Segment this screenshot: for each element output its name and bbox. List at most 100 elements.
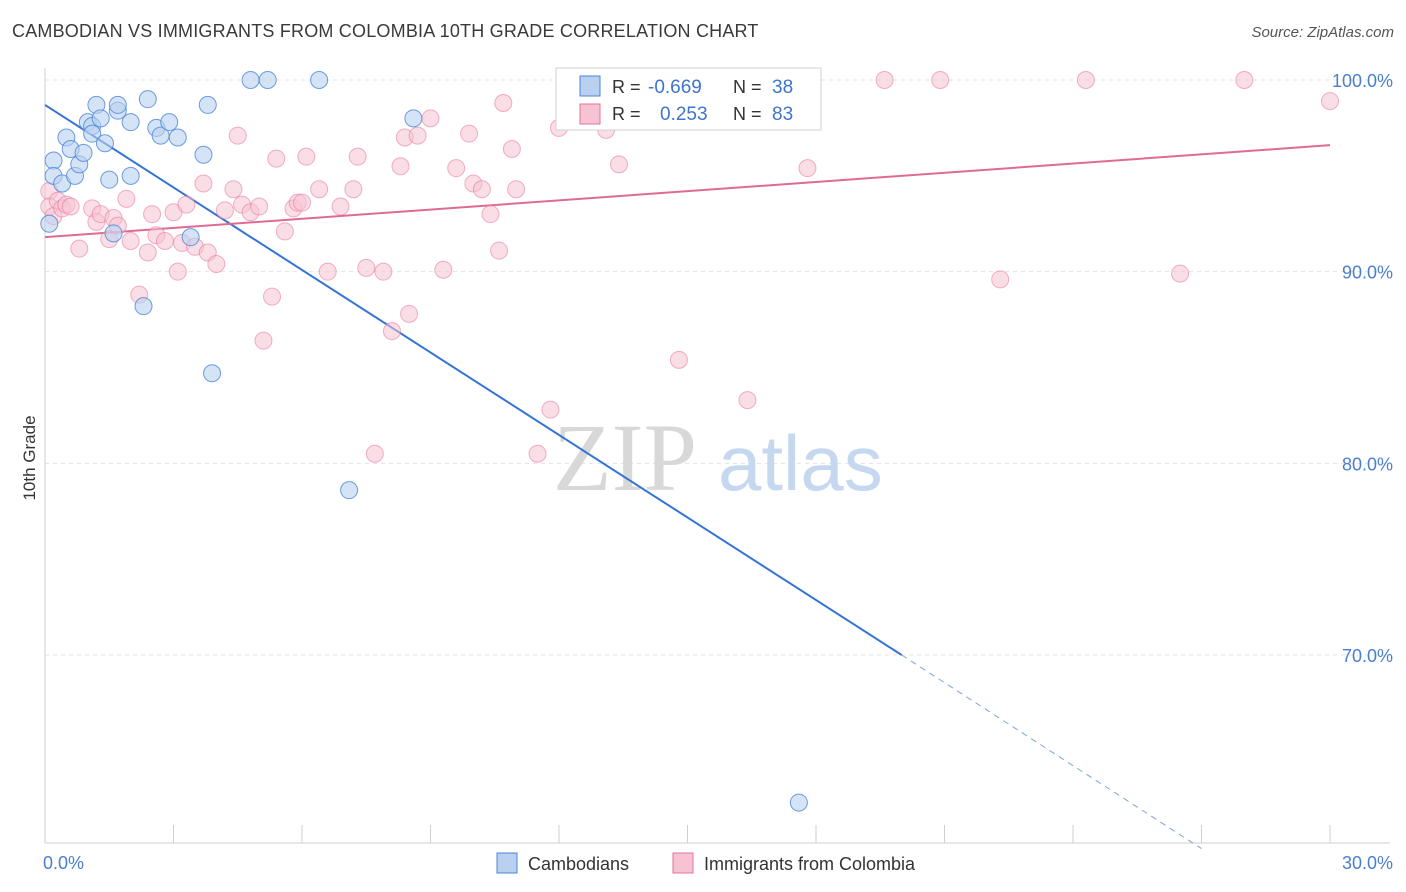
data-point-cambodians	[95, 134, 114, 153]
trend-line-colombia	[44, 144, 1331, 239]
data-point-colombia	[481, 205, 500, 224]
data-point-cambodians	[160, 113, 179, 132]
data-point-colombia	[875, 71, 894, 89]
data-point-colombia	[490, 241, 509, 260]
data-point-colombia	[472, 180, 491, 199]
x-tick-labels: 0.0% 30.0%	[43, 853, 1393, 873]
data-point-cambodians	[74, 143, 93, 162]
data-point-cambodians	[241, 71, 260, 89]
source-label: Source: ZipAtlas.com	[1251, 24, 1394, 41]
x-tick-label: 0.0%	[43, 853, 84, 873]
data-point-cambodians	[104, 224, 123, 243]
data-point-colombia	[1235, 71, 1254, 89]
stats-n-label: N =	[733, 77, 762, 97]
data-point-colombia	[528, 444, 547, 463]
data-point-colombia	[254, 331, 273, 350]
stats-n-label: N =	[733, 104, 762, 124]
data-point-cambodians	[134, 297, 153, 316]
y-tick-label: 70.0%	[1342, 646, 1393, 666]
series-colombia-points	[40, 71, 1339, 463]
data-point-colombia	[434, 260, 453, 279]
data-point-colombia	[931, 71, 950, 89]
data-point-colombia	[215, 201, 234, 220]
data-point-cambodians	[121, 113, 140, 132]
y-tick-label: 90.0%	[1342, 263, 1393, 283]
data-point-colombia	[194, 174, 213, 193]
data-point-colombia	[991, 270, 1010, 289]
data-point-colombia	[275, 222, 294, 241]
data-point-colombia	[117, 189, 136, 208]
stats-legend: R = -0.669 N = 38 R = 0.253 N = 83	[555, 67, 822, 131]
legend-label-colombia: Immigrants from Colombia	[704, 854, 916, 874]
legend-label-cambodians: Cambodians	[528, 854, 629, 874]
series-legend: Cambodians Immigrants from Colombia	[496, 852, 916, 874]
stats-r-value: 0.253	[660, 104, 708, 125]
data-point-colombia	[155, 232, 174, 250]
watermark-zip: ZIP	[553, 404, 697, 511]
data-point-colombia	[391, 157, 410, 176]
legend-swatch-colombia	[672, 852, 694, 874]
data-point-cambodians	[83, 124, 102, 143]
data-point-colombia	[228, 126, 247, 145]
stats-swatch-colombia	[579, 103, 601, 125]
data-point-colombia	[1076, 71, 1095, 89]
data-point-cambodians	[181, 228, 200, 247]
data-point-cambodians	[40, 214, 59, 233]
stats-r-label: R =	[612, 77, 641, 97]
y-tick-label: 100.0%	[1332, 71, 1393, 91]
data-point-colombia	[1171, 264, 1190, 283]
data-point-colombia	[408, 126, 427, 145]
data-point-cambodians	[108, 95, 127, 114]
data-point-colombia	[224, 180, 243, 199]
data-point-colombia	[207, 255, 226, 273]
data-point-colombia	[70, 239, 89, 258]
data-point-colombia	[365, 444, 384, 463]
data-point-colombia	[738, 391, 757, 410]
stats-r-value: -0.669	[648, 77, 702, 98]
data-point-colombia	[297, 147, 316, 166]
data-point-colombia	[1321, 92, 1339, 111]
legend-swatch-cambodians	[496, 852, 518, 874]
data-point-colombia	[331, 197, 350, 216]
data-point-colombia	[61, 197, 80, 216]
data-point-cambodians	[340, 481, 359, 500]
data-point-colombia	[382, 322, 401, 341]
data-point-colombia	[507, 180, 526, 199]
watermark-atlas: atlas	[718, 419, 883, 507]
stats-n-value: 38	[772, 77, 793, 98]
stats-r-label: R =	[612, 104, 641, 124]
data-point-colombia	[138, 243, 157, 262]
data-point-cambodians	[121, 166, 140, 185]
data-point-colombia	[357, 258, 376, 277]
data-point-colombia	[143, 205, 162, 224]
data-point-colombia	[310, 180, 329, 199]
y-tick-labels: 70.0% 80.0% 90.0% 100.0%	[1332, 71, 1393, 666]
data-point-colombia	[263, 287, 282, 306]
x-tick-label: 30.0%	[1342, 853, 1393, 873]
data-point-colombia	[121, 232, 140, 250]
data-point-cambodians	[789, 793, 808, 812]
data-point-colombia	[344, 180, 363, 199]
data-point-cambodians	[203, 364, 222, 383]
data-point-colombia	[293, 193, 311, 212]
data-point-cambodians	[138, 90, 157, 109]
data-point-colombia	[494, 94, 513, 112]
y-tick-label: 80.0%	[1342, 454, 1393, 474]
data-point-colombia	[541, 400, 560, 419]
data-point-colombia	[421, 109, 440, 128]
grid-lines	[45, 79, 1390, 656]
data-point-colombia	[348, 147, 367, 166]
stats-n-value: 83	[772, 104, 793, 125]
data-point-colombia	[669, 350, 688, 369]
data-point-colombia	[609, 155, 628, 174]
stats-swatch-cambodians	[579, 75, 601, 97]
data-point-cambodians	[310, 71, 329, 89]
data-point-cambodians	[44, 151, 63, 170]
data-point-colombia	[798, 159, 817, 178]
data-point-colombia	[267, 149, 286, 168]
trend-line-cambodians-extension	[901, 654, 1202, 850]
data-point-cambodians	[198, 95, 217, 114]
data-point-cambodians	[404, 109, 423, 128]
data-point-cambodians	[91, 109, 110, 128]
y-axis-title: 10th Grade	[20, 415, 39, 500]
